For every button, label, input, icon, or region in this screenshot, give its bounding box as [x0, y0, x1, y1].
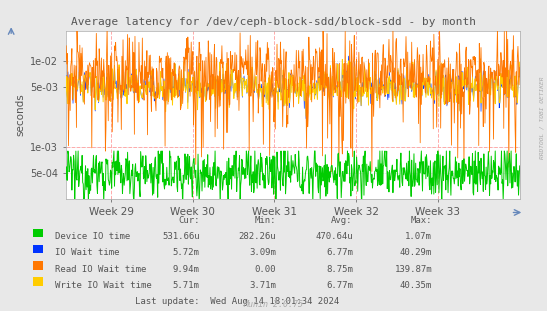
- Text: Cur:: Cur:: [178, 216, 200, 225]
- Text: 1.07m: 1.07m: [405, 232, 432, 241]
- Text: Min:: Min:: [255, 216, 276, 225]
- Text: 282.26u: 282.26u: [238, 232, 276, 241]
- Text: Average latency for /dev/ceph-block-sdd/block-sdd - by month: Average latency for /dev/ceph-block-sdd/…: [71, 17, 476, 27]
- Text: 0.00: 0.00: [255, 265, 276, 274]
- Text: Read IO Wait time: Read IO Wait time: [55, 265, 146, 274]
- Y-axis label: seconds: seconds: [16, 94, 26, 137]
- Text: IO Wait time: IO Wait time: [55, 248, 119, 258]
- Text: 6.77m: 6.77m: [326, 248, 353, 258]
- Text: 8.75m: 8.75m: [326, 265, 353, 274]
- Text: Last update:  Wed Aug 14 18:01:34 2024: Last update: Wed Aug 14 18:01:34 2024: [135, 297, 339, 306]
- Text: Write IO Wait time: Write IO Wait time: [55, 281, 152, 290]
- Text: 3.71m: 3.71m: [249, 281, 276, 290]
- Text: 40.35m: 40.35m: [400, 281, 432, 290]
- Text: Device IO time: Device IO time: [55, 232, 130, 241]
- Text: Munin 2.0.75: Munin 2.0.75: [243, 300, 304, 309]
- Text: 5.71m: 5.71m: [173, 281, 200, 290]
- Text: 40.29m: 40.29m: [400, 248, 432, 258]
- Text: Avg:: Avg:: [331, 216, 353, 225]
- Text: 9.94m: 9.94m: [173, 265, 200, 274]
- Text: 531.66u: 531.66u: [162, 232, 200, 241]
- Text: 6.77m: 6.77m: [326, 281, 353, 290]
- Text: 5.72m: 5.72m: [173, 248, 200, 258]
- Text: Max:: Max:: [411, 216, 432, 225]
- Text: 470.64u: 470.64u: [315, 232, 353, 241]
- Text: RRDTOOL / TOBI OETIKER: RRDTOOL / TOBI OETIKER: [539, 77, 544, 160]
- Text: 3.09m: 3.09m: [249, 248, 276, 258]
- Text: 139.87m: 139.87m: [394, 265, 432, 274]
